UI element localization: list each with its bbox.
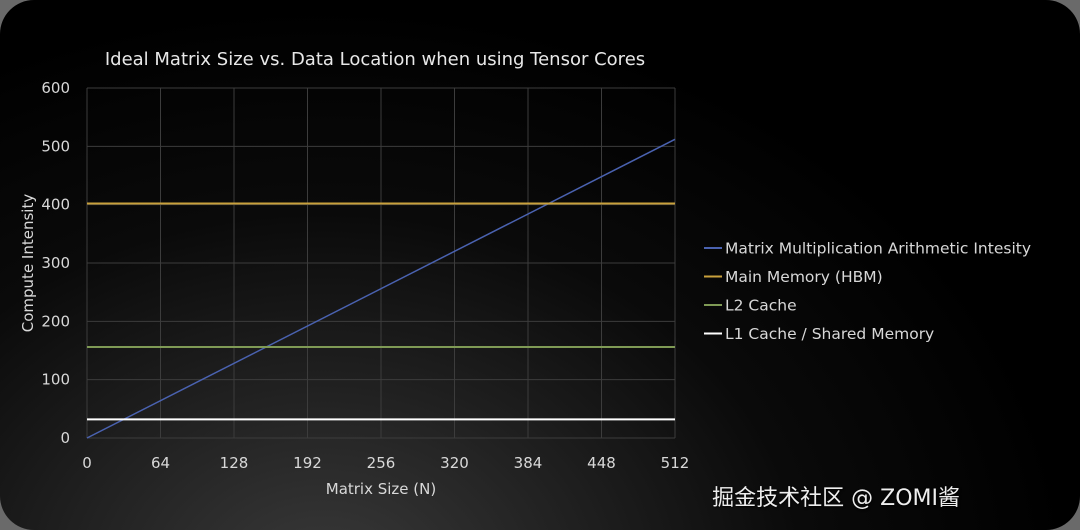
y-axis-label: Compute Intensity — [19, 194, 37, 333]
y-tick-label: 100 — [41, 371, 70, 389]
x-tick-label: 256 — [367, 454, 396, 472]
x-tick-label: 128 — [220, 454, 249, 472]
y-tick-label: 300 — [41, 254, 70, 272]
legend-label: Main Memory (HBM) — [725, 268, 883, 286]
chart-title: Ideal Matrix Size vs. Data Location when… — [105, 49, 645, 70]
x-tick-label: 0 — [82, 454, 92, 472]
x-tick-label: 384 — [514, 454, 543, 472]
x-tick-label: 448 — [587, 454, 616, 472]
x-tick-label: 192 — [293, 454, 322, 472]
y-tick-label: 0 — [60, 429, 70, 447]
x-tick-label: 512 — [661, 454, 690, 472]
legend-label: L2 Cache — [725, 297, 797, 315]
x-tick-label: 64 — [151, 454, 170, 472]
x-axis-label: Matrix Size (N) — [326, 480, 436, 498]
y-tick-label: 500 — [41, 137, 70, 155]
y-tick-label: 600 — [41, 79, 70, 97]
y-tick-label: 400 — [41, 196, 70, 214]
x-tick-label: 320 — [440, 454, 469, 472]
series-line — [86, 138, 676, 439]
y-tick-label: 200 — [41, 312, 70, 330]
watermark: 掘金技术社区 @ ZOMI酱 — [712, 486, 960, 511]
legend-label: L1 Cache / Shared Memory — [725, 325, 934, 343]
legend-label: Matrix Multiplication Arithmetic Intesit… — [725, 240, 1031, 258]
